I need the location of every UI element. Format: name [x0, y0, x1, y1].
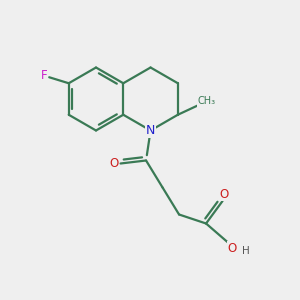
Text: O: O: [227, 242, 237, 255]
Text: O: O: [219, 188, 229, 201]
Text: N: N: [146, 124, 155, 137]
Text: O: O: [109, 157, 119, 170]
Text: F: F: [40, 69, 47, 82]
Text: CH₃: CH₃: [198, 96, 216, 106]
Text: H: H: [242, 246, 250, 256]
